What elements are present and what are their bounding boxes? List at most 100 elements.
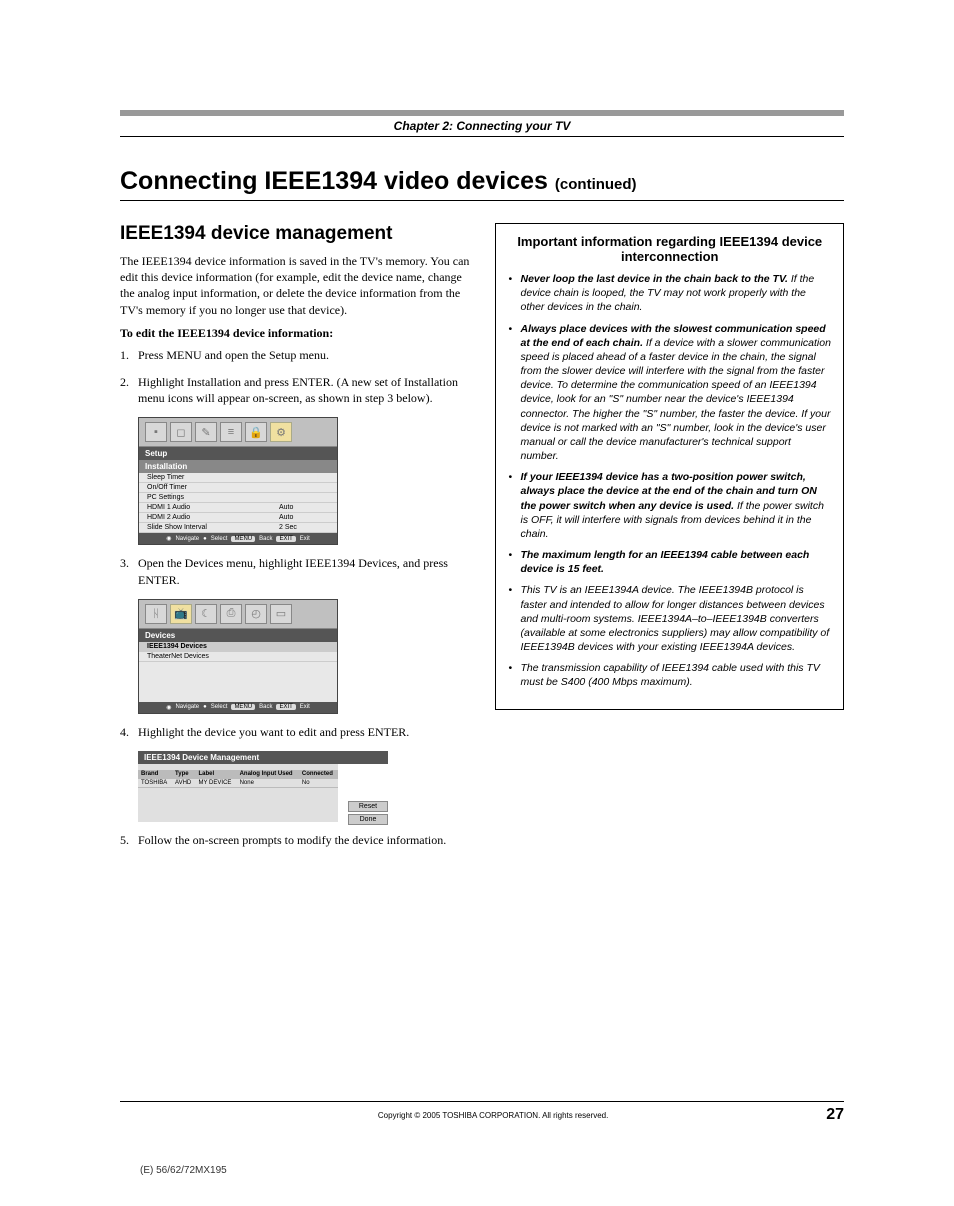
dm-data-row: TOSHIBA AVHD MY DEVICE None No (138, 778, 338, 787)
osd-row: Sleep Timer (139, 473, 337, 483)
right-column: Important information regarding IEEE1394… (495, 223, 844, 858)
info-item: The maximum length for an IEEE1394 cable… (508, 548, 831, 576)
dm-title: IEEE1394 Device Management (138, 751, 388, 764)
exit-label: Exit (300, 704, 310, 710)
osd-icon-5: 🔒 (245, 422, 267, 442)
dm-col-type: Type (172, 770, 195, 779)
steps-list-cont3: 5.Follow the on-screen prompts to modify… (120, 832, 473, 849)
osd-body: Installation Sleep Timer On/Off Timer PC… (139, 460, 337, 533)
osd-row: TheaterNet Devices (139, 652, 337, 662)
device-management-screenshot: IEEE1394 Device Management Brand Type La… (138, 751, 388, 822)
info-bullet-list: Never loop the last device in the chain … (508, 272, 831, 690)
osd-val: Auto (279, 504, 329, 511)
page-number: 27 (826, 1106, 844, 1124)
dm-header-row: Brand Type Label Analog Input Used Conne… (138, 770, 338, 779)
dm-buttons: Reset Done (348, 799, 388, 825)
osd-key: Sleep Timer (147, 474, 279, 481)
exit-pill: EXIT (276, 536, 295, 542)
osd-tab-icons: ▪ ◻ ✎ ≡ 🔒 ⚙ (139, 418, 337, 447)
important-info-box: Important information regarding IEEE1394… (495, 223, 844, 710)
nav-icon: ◉ (166, 535, 171, 542)
osd-footer: ◉ Navigate ● Select MENU Back EXIT Exit (139, 702, 337, 713)
osd-header: Setup (139, 447, 337, 460)
osd-key: TheaterNet Devices (147, 653, 329, 660)
page-footer: Copyright © 2005 TOSHIBA CORPORATION. Al… (120, 1101, 844, 1124)
osd-key: Slide Show Interval (147, 524, 279, 531)
info-item: This TV is an IEEE1394A device. The IEEE… (508, 583, 831, 654)
title-text: Connecting IEEE1394 video devices (120, 167, 548, 195)
osd-row: On/Off Timer (139, 483, 337, 493)
osd-icon-6: ▭ (270, 604, 292, 624)
osd-icon-4: ≡ (220, 422, 242, 442)
dm-table: Brand Type Label Analog Input Used Conne… (138, 770, 338, 788)
exit-pill: EXIT (276, 704, 295, 710)
done-button: Done (348, 814, 388, 825)
nav-icon: ◉ (166, 704, 171, 711)
step-1: 1.Press MENU and open the Setup menu. (138, 347, 473, 364)
section-title: IEEE1394 device management (120, 223, 473, 245)
osd-sub-header: Installation (139, 460, 337, 473)
steps-list-cont2: 4.Highlight the device you want to edit … (120, 724, 473, 741)
step-3-text: Open the Devices menu, highlight IEEE139… (138, 556, 448, 587)
nav-label: Navigate (175, 536, 199, 542)
reset-button: Reset (348, 801, 388, 812)
intro-paragraph: The IEEE1394 device information is saved… (120, 253, 473, 318)
left-column: IEEE1394 device management The IEEE1394 … (120, 223, 473, 858)
osd-icon-3: ☾ (195, 604, 217, 624)
dm-col-analog: Analog Input Used (237, 770, 299, 779)
info-rest: This TV is an IEEE1394A device. The IEEE… (520, 584, 829, 653)
select-label: Select (211, 704, 228, 710)
osd-val: Auto (279, 514, 329, 521)
osd-row-highlighted: IEEE1394 Devices (139, 642, 337, 652)
osd-key: HDMI 2 Audio (147, 514, 279, 521)
info-lead: The maximum length for an IEEE1394 cable… (520, 549, 809, 575)
osd-key: On/Off Timer (147, 484, 279, 491)
info-item: Always place devices with the slowest co… (508, 322, 831, 464)
osd-icon-3: ✎ (195, 422, 217, 442)
osd-tab-icons: ᚺ 📺 ☾ ⎙ ◴ ▭ (139, 600, 337, 629)
instruction-header: To edit the IEEE1394 device information: (120, 326, 473, 341)
step-4: 4.Highlight the device you want to edit … (138, 724, 473, 741)
info-item: If your IEEE1394 device has a two-positi… (508, 470, 831, 541)
osd-icon-1: ▪ (145, 422, 167, 442)
back-label: Back (259, 704, 272, 710)
steps-list: 1.Press MENU and open the Setup menu. 2.… (120, 347, 473, 407)
step-2: 2.Highlight Installation and press ENTER… (138, 374, 473, 408)
osd-row: HDMI 2 AudioAuto (139, 513, 337, 523)
step-1-text: Press MENU and open the Setup menu. (138, 348, 329, 362)
osd-key: IEEE1394 Devices (147, 643, 329, 650)
menu-pill: MENU (231, 536, 255, 542)
copyright-text: Copyright © 2005 TOSHIBA CORPORATION. Al… (160, 1111, 826, 1120)
back-label: Back (259, 536, 272, 542)
dm-cell: AVHD (172, 778, 195, 787)
page-content: Chapter 2: Connecting your TV Connecting… (0, 0, 954, 898)
osd-header: Devices (139, 629, 337, 642)
step-4-text: Highlight the device you want to edit an… (138, 725, 409, 739)
osd-icon-setup: ⚙ (270, 422, 292, 442)
osd-val (279, 484, 329, 491)
chapter-header: Chapter 2: Connecting your TV (120, 110, 844, 137)
dm-col-brand: Brand (138, 770, 172, 779)
info-rest: If a device with a slower communication … (520, 337, 830, 462)
nav-label: Navigate (175, 704, 199, 710)
dm-cell: No (299, 778, 338, 787)
osd-icon-2: ◻ (170, 422, 192, 442)
osd-footer: ◉Navigate ●Select MENUBack EXITExit (139, 533, 337, 544)
devices-menu-screenshot: ᚺ 📺 ☾ ⎙ ◴ ▭ Devices IEEE1394 Devices The… (138, 599, 338, 714)
osd-row: Slide Show Interval2 Sec (139, 523, 337, 533)
osd-row: PC Settings (139, 493, 337, 503)
info-item: Never loop the last device in the chain … (508, 272, 831, 315)
step-3: 3.Open the Devices menu, highlight IEEE1… (138, 555, 473, 589)
title-continued: (continued) (555, 176, 637, 193)
osd-icon-devices: 📺 (170, 604, 192, 624)
dm-col-label: Label (196, 770, 237, 779)
menu-pill: MENU (231, 704, 255, 710)
info-lead: Never loop the last device in the chain … (520, 273, 787, 285)
step-5-text: Follow the on-screen prompts to modify t… (138, 833, 446, 847)
select-icon: ● (203, 704, 207, 710)
dm-col-connected: Connected (299, 770, 338, 779)
info-box-title: Important information regarding IEEE1394… (508, 234, 831, 264)
osd-val (279, 474, 329, 481)
osd-key: HDMI 1 Audio (147, 504, 279, 511)
step-2-text: Highlight Installation and press ENTER. … (138, 375, 458, 406)
